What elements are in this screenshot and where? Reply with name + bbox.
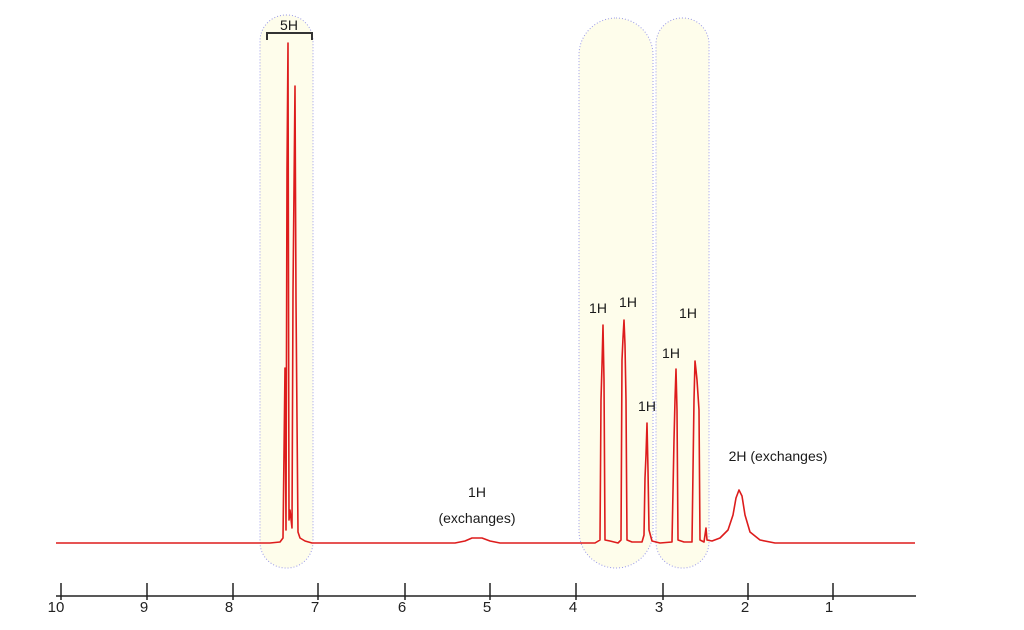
tick-label-5: 5 bbox=[483, 599, 491, 616]
tick-label-9: 9 bbox=[140, 599, 148, 616]
highlight-regions bbox=[259, 14, 710, 569]
highlight-region-3-4ppm bbox=[578, 17, 654, 569]
peak-annotations: 5H 1H (exchanges) 1H 1H 1H 1H 1H 2H (exc… bbox=[280, 17, 827, 526]
annotation-1h-3.14: 1H bbox=[638, 398, 656, 414]
tick-label-8: 8 bbox=[225, 599, 233, 616]
annotation-1h-exchanges-label: 1H bbox=[468, 484, 486, 500]
annotation-1h-2.6: 1H bbox=[679, 305, 697, 321]
tick-label-7: 7 bbox=[311, 599, 319, 616]
annotation-5h: 5H bbox=[280, 17, 298, 33]
annotation-1h-3.42: 1H bbox=[619, 294, 637, 310]
tick-label-6: 6 bbox=[398, 599, 406, 616]
annotation-1h-exchanges-note: (exchanges) bbox=[438, 510, 515, 526]
tick-label-3: 3 bbox=[655, 599, 663, 616]
annotation-1h-3.67: 1H bbox=[589, 300, 607, 316]
annotation-2h-exchanges: 2H (exchanges) bbox=[729, 448, 828, 464]
tick-label-10: 10 bbox=[48, 599, 65, 616]
tick-label-2: 2 bbox=[741, 599, 749, 616]
spectrum-trace bbox=[56, 42, 915, 544]
x-axis: 10 9 8 7 6 5 4 3 2 1 bbox=[48, 583, 916, 616]
tick-label-4: 4 bbox=[569, 599, 577, 616]
highlight-region-2.5-3ppm bbox=[655, 17, 710, 569]
annotation-1h-2.85: 1H bbox=[662, 345, 680, 361]
integration-bracket-5h bbox=[266, 32, 313, 40]
tick-label-1: 1 bbox=[825, 599, 833, 616]
